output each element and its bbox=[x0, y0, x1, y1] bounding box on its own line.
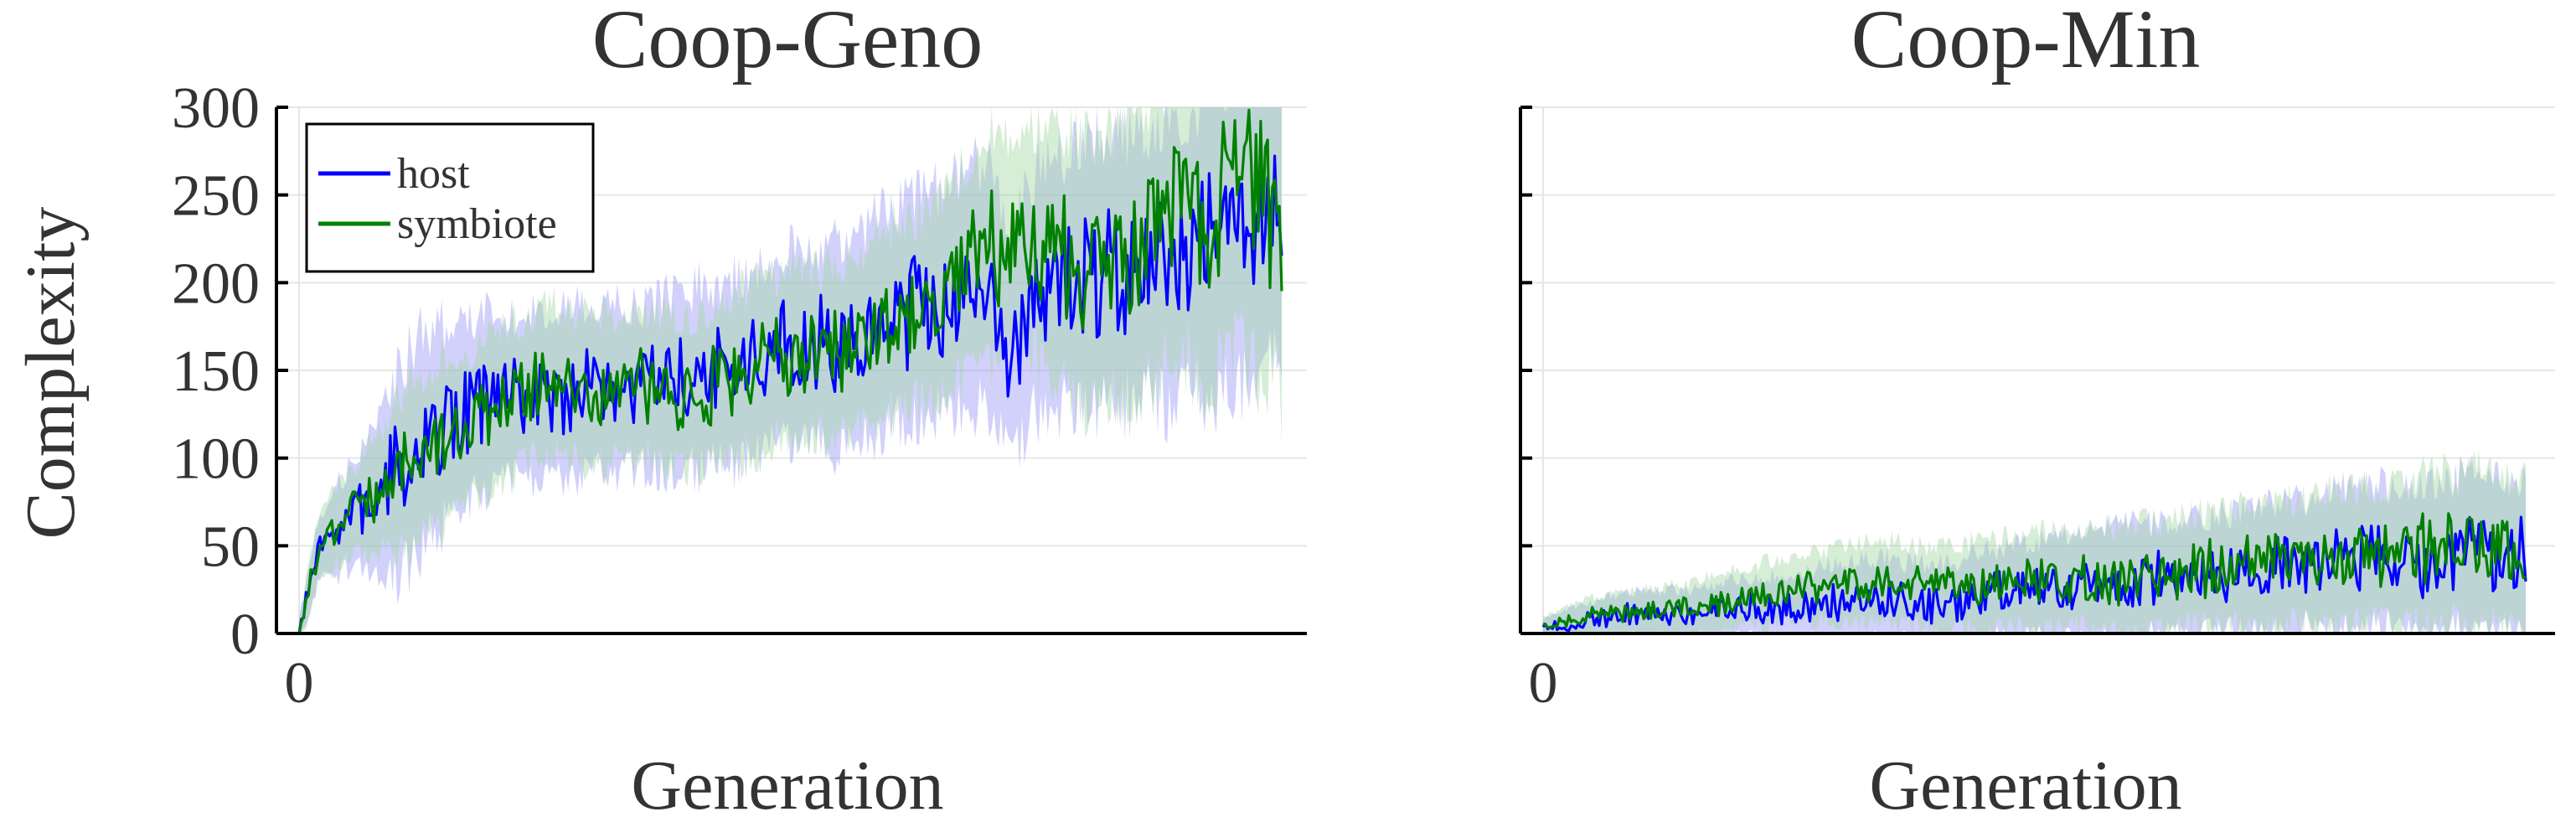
x-axis-label: Generation bbox=[631, 747, 943, 817]
y-tick-label: 200 bbox=[172, 251, 260, 316]
series-lines bbox=[1541, 512, 2527, 633]
series-lines bbox=[297, 108, 1283, 634]
x-tick-label: 0 bbox=[285, 651, 314, 716]
y-tick-label: 0 bbox=[230, 602, 260, 667]
legend: host symbiote bbox=[305, 122, 595, 273]
chart-title: Coop-Geno bbox=[592, 0, 983, 85]
x-axis-label: Generation bbox=[1869, 747, 2181, 817]
line-symbiote bbox=[1542, 512, 2527, 629]
y-axis-label: Complexity bbox=[12, 207, 90, 540]
y-tick-label: 150 bbox=[172, 339, 260, 404]
chart-title: Coop-Min bbox=[1851, 0, 2201, 85]
x-tick-label: 0 bbox=[1529, 651, 1558, 716]
panel-coop-geno: Coop-Geno 0 50 100 150 200 250 300 0 Generatio… bbox=[12, 0, 1307, 817]
y-tick-label: 250 bbox=[172, 164, 260, 229]
y-tick-label: 50 bbox=[201, 515, 260, 579]
legend-label-host: host bbox=[397, 150, 470, 198]
panel-coop-min: Coop-Min 0 Generation bbox=[1519, 0, 2555, 817]
line-host bbox=[1541, 515, 2527, 633]
y-tick-labels: 0 50 100 150 200 250 300 bbox=[172, 76, 260, 667]
x-tick-labels: 0 bbox=[285, 651, 314, 716]
y-tick-label: 100 bbox=[172, 427, 260, 492]
legend-box bbox=[305, 122, 595, 273]
legend-label-symbiote: symbiote bbox=[397, 200, 557, 248]
axes bbox=[1519, 106, 2555, 635]
y-tick-label: 300 bbox=[172, 76, 260, 141]
x-tick-labels: 0 bbox=[1529, 651, 1558, 716]
axes bbox=[275, 106, 1307, 635]
line-symbiote bbox=[297, 108, 1283, 634]
